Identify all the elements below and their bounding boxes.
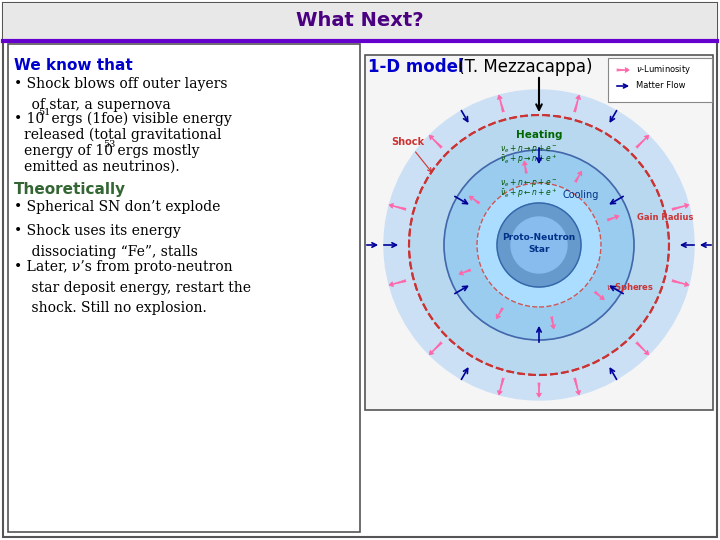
Text: $\nu$-Spheres: $\nu$-Spheres (606, 280, 654, 294)
Text: • Spherical SN don’t explode: • Spherical SN don’t explode (14, 200, 220, 214)
Text: $\bar{\nu}_e+p\leftarrow n+e^+$: $\bar{\nu}_e+p\leftarrow n+e^+$ (500, 186, 558, 200)
Bar (8, 44, 360, 532)
FancyBboxPatch shape (3, 3, 717, 537)
Circle shape (444, 150, 634, 340)
Text: 51: 51 (38, 108, 50, 117)
Bar (3, 3, 717, 40)
Text: • Shock blows off outer layers
    of star, a supernova: • Shock blows off outer layers of star, … (14, 77, 228, 112)
Circle shape (409, 115, 669, 375)
Text: $\nu_e+n\rightarrow p+e^-$: $\nu_e+n\rightarrow p+e^-$ (500, 143, 558, 155)
Text: 1-D model: 1-D model (368, 58, 464, 76)
Text: ergs mostly: ergs mostly (113, 144, 199, 158)
Circle shape (511, 217, 567, 273)
Text: • 10: • 10 (14, 112, 44, 126)
Text: Proto-Neutron: Proto-Neutron (503, 233, 575, 241)
Text: We know that: We know that (14, 58, 132, 73)
Text: 53: 53 (103, 140, 115, 149)
Text: Shock: Shock (391, 137, 431, 172)
Circle shape (497, 203, 581, 287)
Text: • Later, ν’s from proto-neutron
    star deposit energy, restart the
    shock. : • Later, ν’s from proto-neutron star dep… (14, 260, 251, 315)
Text: $\nu_e+n\leftarrow p+e^-$: $\nu_e+n\leftarrow p+e^-$ (500, 177, 558, 189)
Text: Matter Flow: Matter Flow (636, 82, 685, 91)
Circle shape (477, 183, 601, 307)
Bar (365, 55, 713, 410)
Circle shape (444, 150, 634, 340)
Text: $\nu$-Luminosity: $\nu$-Luminosity (636, 64, 691, 77)
FancyBboxPatch shape (608, 58, 712, 102)
Text: released (total gravitational: released (total gravitational (24, 128, 222, 143)
Text: Cooling: Cooling (563, 190, 599, 200)
Text: What Next?: What Next? (296, 11, 424, 30)
Circle shape (384, 90, 694, 400)
Text: (T. Mezzacappa): (T. Mezzacappa) (453, 58, 593, 76)
Text: emitted as neutrinos).: emitted as neutrinos). (24, 160, 179, 174)
Text: Gain Radius: Gain Radius (637, 213, 693, 221)
Text: • Shock uses its energy
    dissociating “Fe”, stalls: • Shock uses its energy dissociating “Fe… (14, 224, 198, 259)
Text: energy of 10: energy of 10 (24, 144, 113, 158)
Text: Star: Star (528, 245, 550, 253)
Text: $\bar{\nu}_e+p\rightarrow n+e^+$: $\bar{\nu}_e+p\rightarrow n+e^+$ (500, 152, 558, 166)
Text: Heating: Heating (516, 130, 562, 140)
Text: ergs (1foe) visible energy: ergs (1foe) visible energy (47, 112, 232, 126)
Text: Theoretically: Theoretically (14, 182, 126, 197)
